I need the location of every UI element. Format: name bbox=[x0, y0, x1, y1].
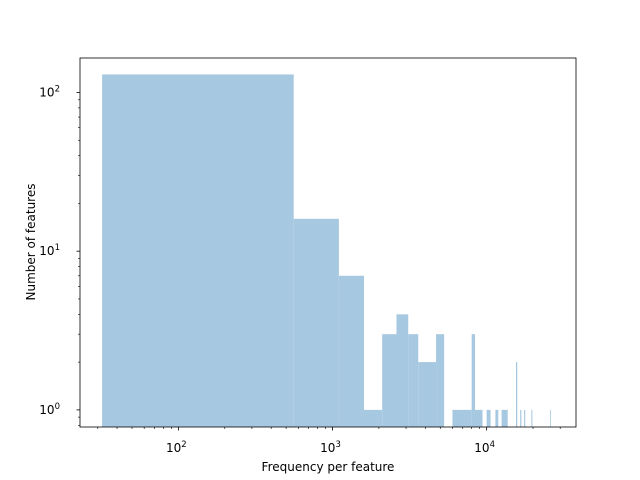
histogram-bar-1 bbox=[293, 218, 339, 427]
histogram-bar-19 bbox=[550, 409, 551, 427]
y-tick-label-2: 102 bbox=[39, 85, 60, 100]
y-tick-label-1: 101 bbox=[39, 243, 60, 258]
histogram-bar-3 bbox=[363, 409, 383, 427]
histogram-bar-16 bbox=[520, 409, 522, 427]
y-tick-label-0: 100 bbox=[39, 402, 60, 417]
histogram-bar-17 bbox=[524, 409, 526, 427]
x-tick-label-2: 104 bbox=[474, 440, 495, 455]
histogram-bar-4 bbox=[382, 334, 397, 427]
histogram-bar-7 bbox=[418, 362, 437, 427]
histogram-bar-12 bbox=[486, 409, 491, 427]
histogram-bar-18 bbox=[531, 409, 533, 427]
histogram-bars bbox=[102, 74, 551, 428]
x-axis-label: Frequency per feature bbox=[262, 460, 395, 474]
histogram-bar-15 bbox=[515, 362, 518, 427]
histogram-bar-2 bbox=[338, 275, 364, 427]
histogram-bar-13 bbox=[495, 409, 499, 427]
histogram-bar-5 bbox=[396, 314, 409, 427]
y-axis-label: Number of features bbox=[24, 184, 38, 301]
histogram-bar-11 bbox=[474, 409, 483, 427]
histogram-bar-10 bbox=[471, 334, 475, 427]
y-axis-ticks: 100 101 102 bbox=[39, 85, 80, 426]
x-axis-ticks: 102 103 104 bbox=[97, 427, 561, 455]
plot-frame bbox=[79, 57, 577, 428]
histogram-bar-14 bbox=[501, 409, 508, 427]
histogram-bar-8 bbox=[436, 334, 445, 427]
x-tick-label-0: 102 bbox=[166, 440, 187, 455]
histogram-bar-6 bbox=[408, 334, 419, 427]
x-tick-label-1: 103 bbox=[320, 440, 341, 455]
histogram-bar-9 bbox=[452, 409, 472, 427]
histogram-bar-0 bbox=[102, 74, 294, 428]
